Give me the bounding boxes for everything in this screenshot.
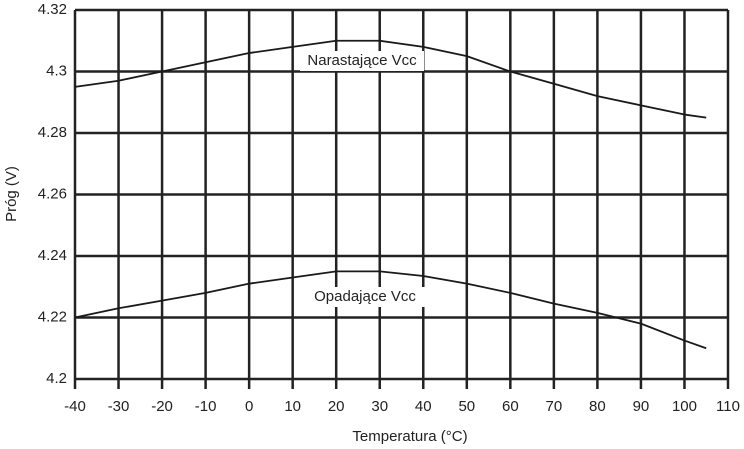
x-tick-label: 40 [415,398,432,415]
label-background [303,287,427,307]
y-axis-label: Próg (V) [3,166,20,222]
x-tick-label: 30 [371,398,388,415]
x-tick-label: -30 [108,398,130,415]
y-tick-label: 4.26 [38,185,67,202]
x-tick-label: 100 [672,398,697,415]
x-tick-label: -10 [195,398,217,415]
y-tick-label: 4.32 [38,1,67,18]
x-tick-label: 0 [245,398,253,415]
series-label: Opadające Vcc [314,288,416,305]
y-tick-label: 4.28 [38,124,67,141]
x-axis-label: Temperatura (°C) [352,428,467,445]
x-tick-label: 90 [633,398,650,415]
x-tick-label: -20 [151,398,173,415]
y-tick-label: 4.2 [46,370,67,387]
y-tick-label: 4.24 [38,247,67,264]
series-label: Narastające Vcc [307,52,417,69]
x-tick-label: 70 [546,398,563,415]
data-line [74,270,707,350]
x-tick-label: 10 [284,398,301,415]
y-tick-label: 4.3 [46,62,67,79]
x-tick-label: 60 [502,398,519,415]
x-tick-label: -40 [64,398,86,415]
x-tick-label: 50 [458,398,475,415]
x-tick-label: 80 [589,398,606,415]
label-background [300,51,424,71]
x-tick-label: 20 [328,398,345,415]
x-tick-label: 110 [716,398,740,415]
data-line [74,39,707,119]
y-tick-label: 4.22 [38,308,67,325]
